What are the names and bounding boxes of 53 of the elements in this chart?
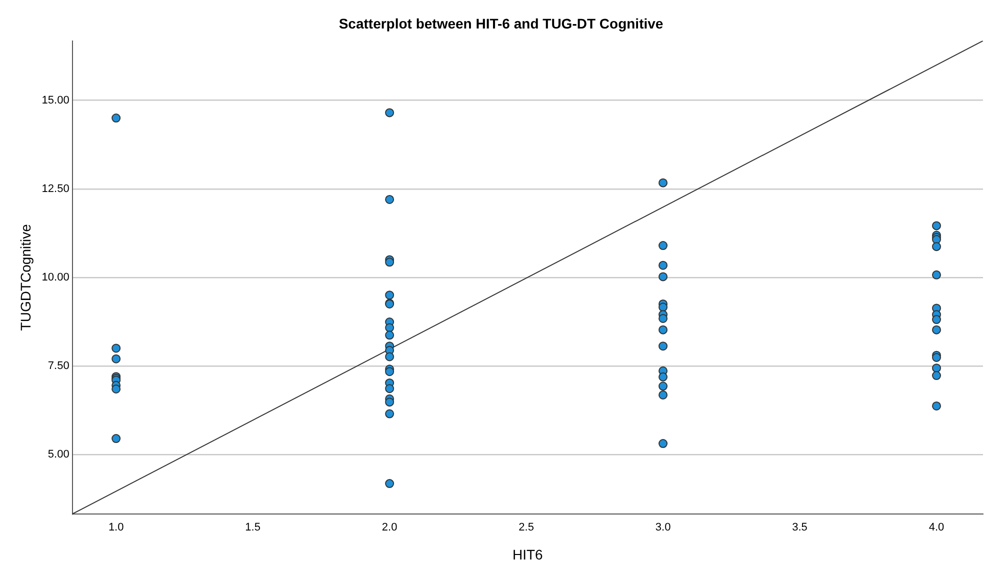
point [385,258,394,267]
point [658,272,668,282]
point [658,439,668,448]
x-tick-label: 4.0 [928,522,944,534]
point [658,325,668,334]
point [385,409,394,418]
point [932,235,942,244]
y-tick-label: 7.50 [48,360,70,372]
point [932,270,942,280]
point [385,479,394,488]
point [658,260,668,270]
x-tick-label: 1.0 [108,522,124,534]
point [658,382,668,391]
x-tick-label: 3.0 [655,522,671,534]
chart-title: Scatterplot between HIT-6 and TUG-DT Cognitive [338,15,664,32]
point [385,352,394,362]
point [658,314,668,323]
point [385,367,394,376]
point [932,242,942,252]
point [385,290,394,300]
y-tick-label: 5.00 [48,448,70,461]
point [932,364,942,373]
point [112,114,121,123]
point [658,178,668,188]
y-tick-label: 15.00 [42,94,70,106]
x-tick-label: 2.5 [518,522,534,534]
point [932,325,942,334]
point [658,390,668,400]
point [932,221,942,230]
point [112,354,121,364]
point [932,371,942,380]
point [385,384,394,394]
x-tick-label: 2.0 [382,522,398,534]
point [112,384,121,394]
y-axis-title: TUGDTCognitive [17,224,34,331]
point [385,194,394,204]
point [385,323,394,332]
point [658,372,668,382]
point [932,315,942,324]
point [385,398,394,407]
point [932,401,942,410]
point [112,344,121,353]
point [112,434,121,444]
point [658,302,668,312]
point [385,108,394,118]
y-tick-label: 10.00 [42,271,70,284]
point [385,330,394,340]
point [658,241,668,250]
y-tick-label: 12.50 [42,182,70,195]
point [658,342,668,351]
x-axis-title: HIT6 [512,546,544,562]
x-tick-label: 3.5 [792,522,808,534]
x-tick-label: 1.5 [245,522,260,534]
